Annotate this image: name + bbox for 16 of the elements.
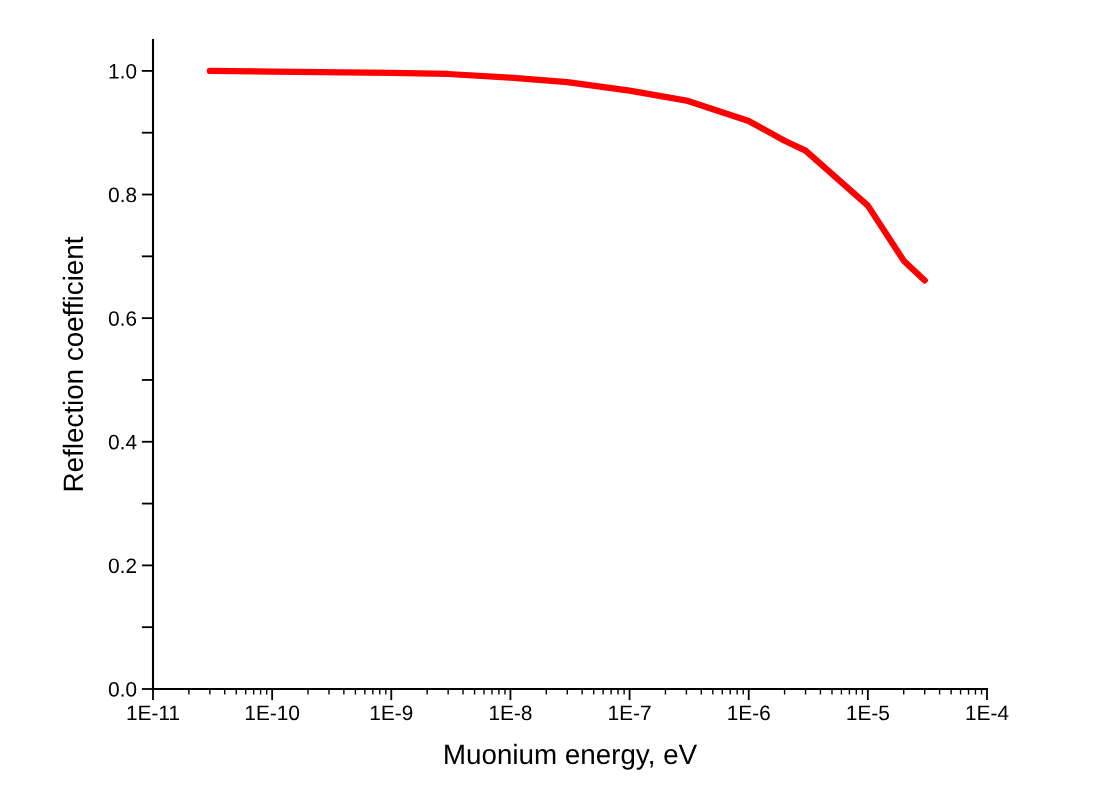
x-tick-label: 1E-5 [847,705,889,721]
x-tick-label: 1E-10 [245,705,300,721]
x-tick-label: 1E-7 [609,705,651,721]
y-tick-label: 0.6 [108,311,137,326]
y-tick-label: 0.4 [108,434,137,450]
y-tick-label: 0.8 [108,187,137,203]
y-tick-label: 0.2 [108,558,136,574]
y-axis-title: Reflection coefficient [62,236,84,491]
x-tick-label: 1E-9 [370,705,413,721]
y-tick-label: 1.0 [109,63,137,79]
x-axis-title: Muonium energy, eV [445,743,698,770]
x-tick-label: 1E-4 [966,705,1009,721]
x-tick-label: 1E-6 [728,705,770,721]
x-tick-label: 1E-8 [490,705,532,721]
y-tick-label: 0.0 [108,682,137,697]
x-tick-label: 1E-11 [127,705,180,721]
